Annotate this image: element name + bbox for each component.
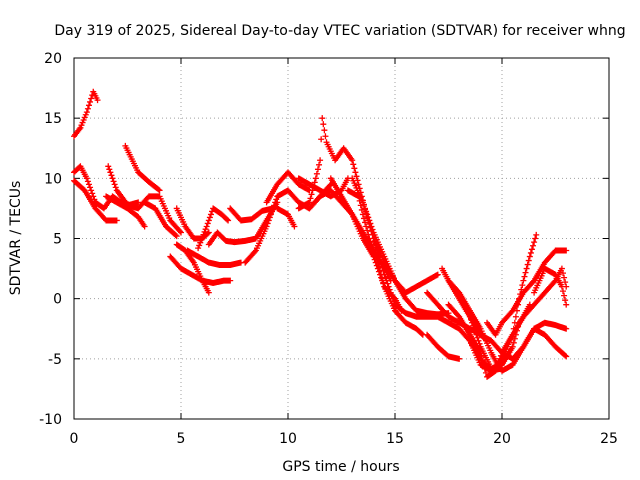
- data-point: [122, 142, 163, 194]
- data-point: [141, 199, 180, 240]
- series-track-32: [484, 247, 570, 338]
- axis-ticks: 0 5 10 15 20 25 -10 -5 0 5 10 15 20: [39, 51, 618, 447]
- y-tick-label: 0: [53, 292, 62, 308]
- data-point: [167, 253, 234, 287]
- data-point: [274, 205, 298, 230]
- data-point: [344, 187, 426, 338]
- series-track-12: [195, 205, 232, 252]
- series-track-6: [122, 142, 163, 194]
- x-tick-label: 5: [177, 431, 186, 447]
- x-tick-label: 15: [386, 431, 404, 447]
- series-track-34: [531, 265, 570, 308]
- series-track-1: [71, 88, 101, 140]
- series-track-22: [344, 187, 426, 338]
- series-track-14: [227, 205, 277, 224]
- data-point: [71, 88, 101, 140]
- series-track-5: [105, 163, 184, 236]
- x-tick-label: 20: [493, 431, 511, 447]
- y-tick-label: 5: [53, 232, 62, 248]
- series-track-17: [274, 205, 298, 230]
- data-point: [184, 247, 244, 268]
- data-point: [227, 205, 277, 224]
- x-tick-label: 25: [600, 431, 618, 447]
- data-point: [195, 205, 232, 252]
- data-series: [71, 88, 570, 380]
- data-point: [531, 265, 570, 308]
- chart-title: Day 319 of 2025, Sidereal Day-to-day VTE…: [54, 23, 625, 39]
- data-point: [103, 193, 148, 230]
- series-track-11: [184, 247, 244, 268]
- series-track-7: [141, 199, 180, 240]
- y-tick-label: -5: [48, 352, 62, 368]
- x-axis-label: GPS time / hours: [282, 459, 399, 475]
- series-track-9: [167, 253, 234, 287]
- y-tick-label: 20: [44, 51, 62, 67]
- data-point: [105, 163, 184, 236]
- series-track-26: [424, 331, 463, 362]
- series-track-4: [103, 193, 148, 230]
- series-track-3: [71, 177, 120, 224]
- data-point: [295, 115, 441, 296]
- y-tick-label: 10: [44, 171, 62, 187]
- data-point: [499, 265, 570, 356]
- y-tick-label: 15: [44, 111, 62, 127]
- grid: [74, 58, 609, 419]
- x-tick-label: 10: [279, 431, 297, 447]
- y-tick-label: -10: [39, 412, 62, 428]
- data-point: [424, 331, 463, 362]
- data-point: [71, 177, 120, 224]
- series-track-18: [295, 115, 441, 296]
- data-point: [484, 247, 570, 338]
- data-point: [263, 169, 313, 206]
- series-track-33: [499, 265, 570, 356]
- x-tick-label: 0: [70, 431, 79, 447]
- series-track-16: [263, 169, 313, 206]
- y-axis-label: SDTVAR / TECUs: [8, 181, 24, 296]
